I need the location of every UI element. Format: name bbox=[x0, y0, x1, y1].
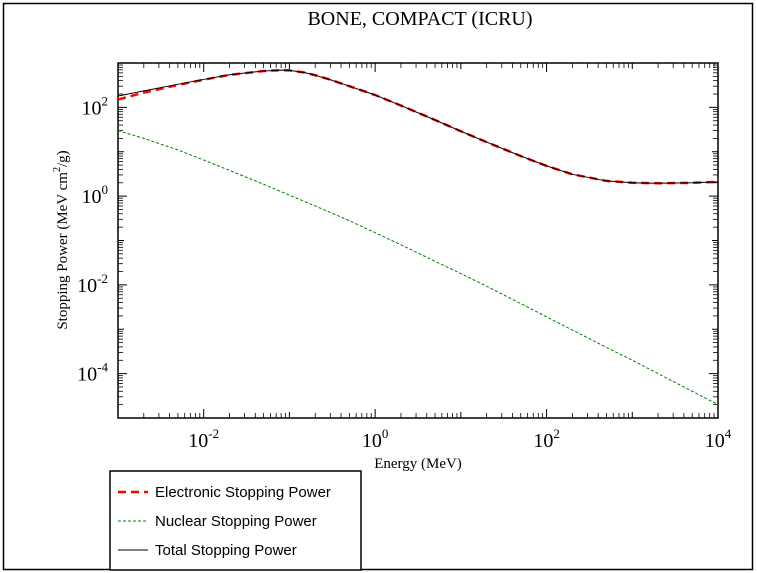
y-axis-label: Stopping Power (MeV cm2/g) bbox=[52, 150, 71, 329]
major-ticks bbox=[117, 62, 719, 419]
y-tick-label: 10-2 bbox=[77, 271, 108, 297]
y-axis-label-main: Stopping Power (MeV cm bbox=[55, 172, 71, 330]
y-axis-label-tail: /g) bbox=[55, 150, 71, 167]
x-tick-labels: 10-2 100 102 104 bbox=[188, 426, 731, 452]
legend-label-total: Total Stopping Power bbox=[155, 542, 297, 559]
total-stopping-power-line bbox=[117, 69, 719, 184]
x-tick-label: 100 bbox=[362, 426, 389, 452]
y-tick-label: 102 bbox=[82, 93, 109, 119]
series-layer bbox=[117, 68, 719, 406]
minor-ticks bbox=[118, 63, 718, 418]
legend-label-electronic: Electronic Stopping Power bbox=[155, 484, 331, 501]
y-axis-label-sup: 2 bbox=[52, 167, 63, 172]
legend-box bbox=[109, 470, 362, 571]
x-tick-label: 104 bbox=[705, 426, 732, 452]
y-tick-label: 10-4 bbox=[77, 360, 108, 386]
x-axis-label: Energy (MeV) bbox=[374, 456, 462, 472]
y-tick-labels: 102 100 10-2 10-4 bbox=[77, 93, 108, 385]
x-tick-label: 10-2 bbox=[188, 426, 219, 452]
legend-label-nuclear: Nuclear Stopping Power bbox=[155, 513, 317, 530]
x-tick-label: 102 bbox=[533, 426, 560, 452]
chart-title: BONE, COMPACT (ICRU) bbox=[307, 8, 532, 30]
legend: Electronic Stopping Power Nuclear Stoppi… bbox=[109, 470, 362, 571]
y-tick-label: 100 bbox=[82, 182, 109, 208]
